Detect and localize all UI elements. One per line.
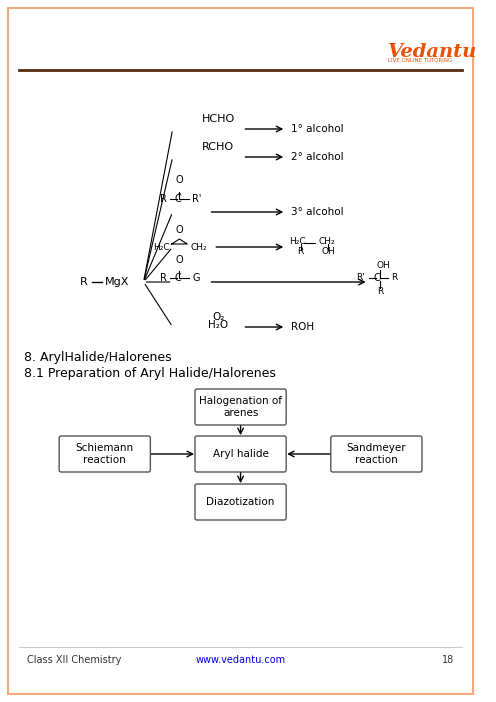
Text: C: C bbox=[374, 273, 381, 283]
Text: CH₂: CH₂ bbox=[190, 242, 207, 251]
Text: Halogenation of
arenes: Halogenation of arenes bbox=[199, 396, 282, 418]
Text: C: C bbox=[174, 194, 181, 204]
Text: Vedantu: Vedantu bbox=[388, 43, 477, 61]
Text: LIVE ONLINE TUTORING: LIVE ONLINE TUTORING bbox=[388, 58, 452, 63]
Text: 8.1 Preparation of Aryl Halide/Halorenes: 8.1 Preparation of Aryl Halide/Halorenes bbox=[24, 368, 276, 380]
Text: G: G bbox=[192, 273, 199, 283]
Text: H₂C: H₂C bbox=[289, 237, 306, 246]
Text: O: O bbox=[176, 175, 184, 185]
Text: 1° alcohol: 1° alcohol bbox=[291, 124, 344, 134]
Text: R': R' bbox=[356, 274, 365, 282]
Wedge shape bbox=[115, 162, 367, 292]
FancyBboxPatch shape bbox=[195, 436, 286, 472]
Polygon shape bbox=[58, 272, 117, 372]
FancyBboxPatch shape bbox=[195, 484, 286, 520]
Text: R: R bbox=[160, 194, 167, 204]
Text: 3° alcohol: 3° alcohol bbox=[291, 207, 344, 217]
Text: HCHO: HCHO bbox=[202, 114, 235, 124]
Text: 8. ArylHalide/Halorenes: 8. ArylHalide/Halorenes bbox=[24, 350, 172, 364]
Text: Sandmeyer
reaction: Sandmeyer reaction bbox=[347, 443, 406, 465]
Text: H₂O: H₂O bbox=[208, 320, 228, 330]
Text: CH₂: CH₂ bbox=[318, 237, 335, 246]
Text: Diazotization: Diazotization bbox=[206, 497, 275, 507]
Text: www.vedantu.com: www.vedantu.com bbox=[195, 655, 286, 665]
Text: C: C bbox=[174, 273, 181, 283]
Text: 18: 18 bbox=[442, 655, 454, 665]
Text: Schiemann
reaction: Schiemann reaction bbox=[76, 443, 134, 465]
Text: R: R bbox=[391, 274, 397, 282]
Text: R: R bbox=[160, 273, 167, 283]
Text: R: R bbox=[79, 277, 87, 287]
FancyBboxPatch shape bbox=[8, 8, 473, 694]
FancyBboxPatch shape bbox=[195, 389, 286, 425]
Text: RCHO: RCHO bbox=[202, 142, 234, 152]
Text: R: R bbox=[377, 286, 383, 296]
Text: R: R bbox=[298, 246, 304, 256]
FancyBboxPatch shape bbox=[331, 436, 422, 472]
FancyBboxPatch shape bbox=[59, 436, 150, 472]
Text: Aryl halide: Aryl halide bbox=[213, 449, 268, 459]
Text: Class XII Chemistry: Class XII Chemistry bbox=[27, 655, 122, 665]
Text: R': R' bbox=[192, 194, 201, 204]
Text: O: O bbox=[176, 225, 184, 235]
Text: H₂C: H₂C bbox=[153, 242, 170, 251]
Text: 2° alcohol: 2° alcohol bbox=[291, 152, 344, 162]
Text: ROH: ROH bbox=[291, 322, 314, 332]
Text: O: O bbox=[176, 255, 184, 265]
Text: OH: OH bbox=[376, 262, 390, 270]
Text: O₂: O₂ bbox=[212, 312, 225, 322]
Polygon shape bbox=[310, 272, 388, 372]
Text: MgX: MgX bbox=[105, 277, 129, 287]
Text: OH: OH bbox=[321, 246, 335, 256]
